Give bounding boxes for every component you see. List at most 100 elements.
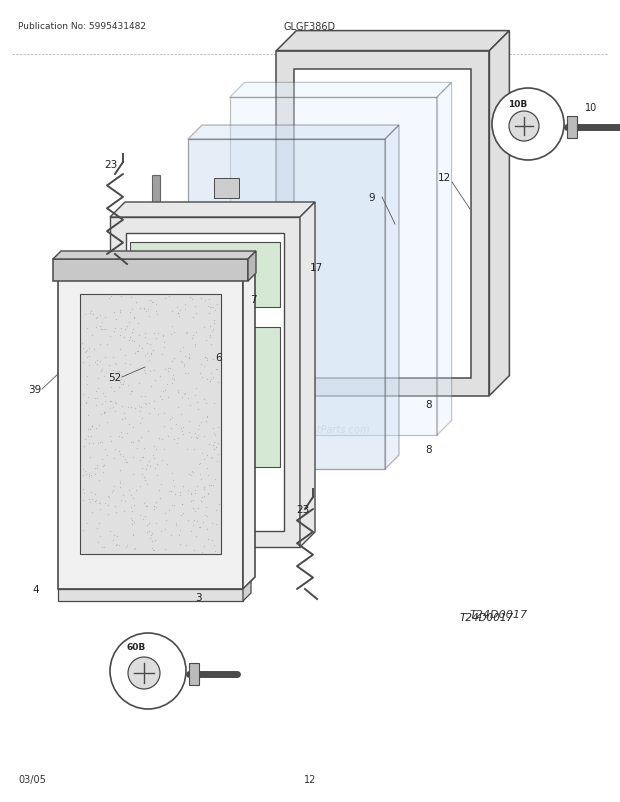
Point	[138, 342, 148, 354]
Point	[117, 431, 127, 444]
Polygon shape	[110, 217, 300, 547]
Point	[80, 433, 90, 446]
Point	[191, 326, 201, 339]
Point	[126, 401, 136, 414]
Point	[105, 435, 115, 448]
Point	[126, 512, 136, 525]
Point	[106, 395, 116, 407]
Point	[115, 304, 125, 317]
Point	[139, 302, 149, 314]
Point	[138, 513, 148, 526]
Point	[151, 516, 161, 529]
Point	[108, 351, 118, 364]
Point	[139, 496, 149, 509]
Point	[81, 346, 91, 359]
Point	[143, 460, 153, 472]
Point	[179, 388, 188, 401]
Point	[204, 294, 214, 306]
Circle shape	[110, 634, 186, 709]
Point	[188, 330, 198, 342]
Point	[202, 462, 211, 475]
Text: 7: 7	[250, 294, 257, 305]
Point	[83, 423, 93, 436]
Text: T24D0017: T24D0017	[470, 610, 528, 619]
Point	[160, 523, 170, 536]
Point	[167, 373, 177, 386]
Polygon shape	[53, 260, 248, 282]
Point	[192, 307, 202, 320]
Point	[82, 371, 92, 383]
Point	[91, 313, 101, 326]
Point	[100, 406, 110, 419]
Point	[149, 452, 159, 465]
Point	[131, 484, 141, 496]
Point	[116, 426, 126, 439]
Point	[124, 334, 134, 347]
Point	[169, 480, 179, 493]
Point	[193, 403, 203, 416]
Point	[93, 383, 103, 395]
Point	[110, 443, 120, 456]
Polygon shape	[243, 257, 255, 589]
Polygon shape	[80, 294, 221, 554]
Point	[130, 543, 140, 556]
Point	[160, 507, 170, 520]
Point	[203, 300, 213, 313]
Point	[112, 366, 122, 379]
Point	[184, 348, 194, 361]
Point	[80, 308, 90, 321]
Point	[109, 385, 119, 398]
Point	[126, 489, 136, 502]
Point	[146, 529, 156, 541]
Point	[86, 307, 95, 320]
Point	[92, 521, 102, 534]
Point	[209, 539, 219, 552]
Point	[100, 443, 110, 456]
Point	[102, 323, 112, 336]
Point	[153, 327, 163, 340]
Point	[95, 497, 105, 510]
Point	[111, 397, 121, 410]
Point	[166, 413, 175, 426]
Point	[115, 376, 125, 389]
Point	[188, 494, 198, 507]
Point	[115, 448, 125, 461]
Point	[187, 332, 197, 345]
Point	[99, 407, 109, 420]
Point	[105, 330, 115, 342]
Point	[120, 357, 130, 370]
Point	[183, 513, 193, 526]
Point	[148, 542, 157, 555]
Polygon shape	[229, 99, 436, 435]
Point	[188, 519, 198, 532]
Point	[183, 484, 193, 497]
Point	[149, 395, 159, 408]
Point	[172, 384, 182, 397]
Point	[167, 499, 177, 512]
Point	[213, 448, 223, 460]
Text: GLGF386D: GLGF386D	[284, 22, 336, 32]
Point	[156, 478, 166, 491]
Point	[172, 437, 182, 450]
Point	[190, 338, 200, 350]
Point	[81, 396, 91, 409]
Point	[84, 359, 94, 372]
Point	[185, 487, 195, 500]
Point	[135, 405, 145, 418]
Point	[90, 462, 100, 475]
Point	[170, 488, 180, 500]
Point	[117, 400, 127, 413]
Point	[157, 393, 167, 406]
Point	[188, 312, 198, 325]
Text: 10: 10	[585, 103, 597, 113]
Point	[157, 454, 167, 467]
Point	[97, 453, 107, 466]
Point	[138, 452, 148, 464]
Text: eReplacementParts.com: eReplacementParts.com	[250, 424, 370, 435]
Point	[206, 367, 216, 380]
Point	[99, 406, 109, 419]
Point	[205, 331, 215, 344]
Polygon shape	[130, 327, 280, 468]
Point	[192, 480, 202, 492]
Point	[99, 387, 108, 400]
